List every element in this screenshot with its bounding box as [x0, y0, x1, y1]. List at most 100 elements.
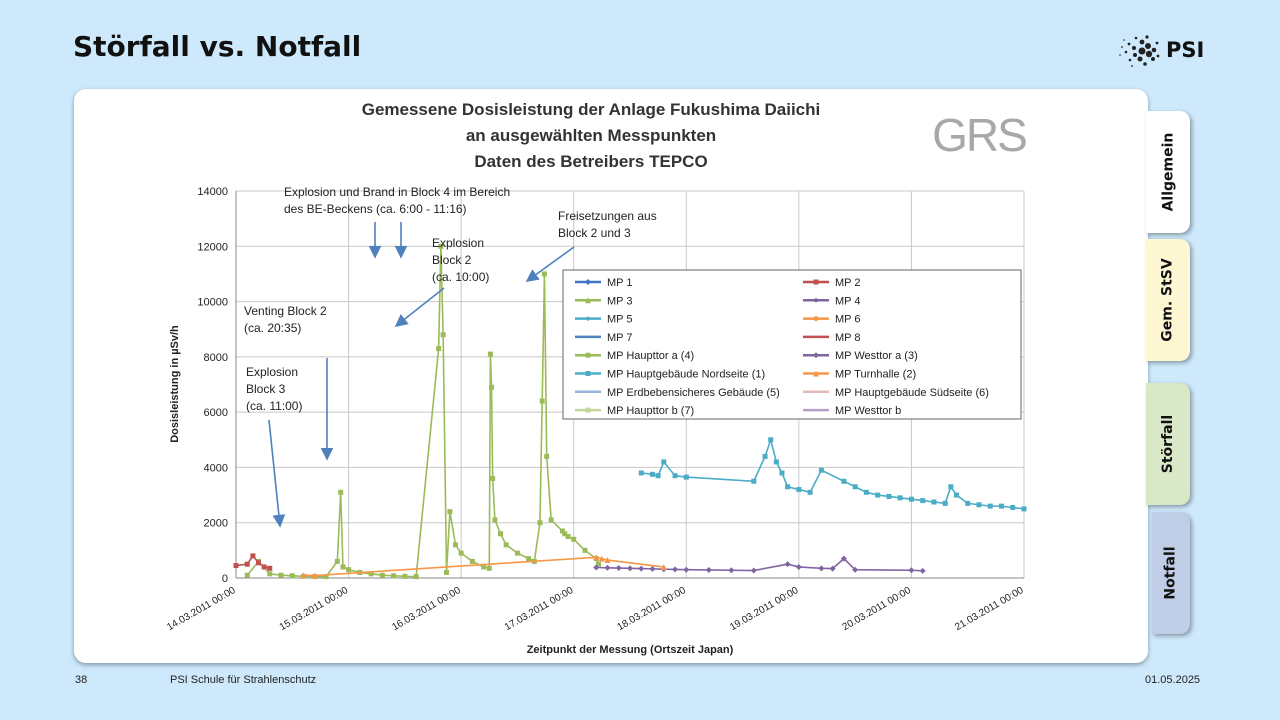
- data-point: [598, 555, 605, 562]
- x-tick-label: 20.03.2011 00:00: [841, 585, 914, 633]
- data-point: [571, 536, 577, 542]
- data-point: [655, 473, 661, 479]
- tab-label: Gem. StSV: [1160, 258, 1176, 342]
- annotation-text: Explosion und Brand in Block 4 im Bereic…: [284, 185, 510, 199]
- data-point: [244, 561, 250, 567]
- slide-title: Störfall vs. Notfall: [73, 30, 362, 63]
- page-number: 38: [75, 674, 88, 686]
- data-point: [487, 351, 493, 357]
- chart-title-line: Gemessene Dosisleistung der Anlage Fukus…: [362, 100, 821, 119]
- legend-label: MP 8: [835, 332, 860, 344]
- footer-text: PSI Schule für Strahlenschutz: [170, 674, 317, 686]
- legend-label: MP Hauptgebäude Südseite (6): [835, 387, 989, 399]
- data-point: [334, 558, 340, 564]
- tab-label: Notfall: [1163, 546, 1180, 600]
- data-point: [919, 567, 926, 574]
- y-tick-label: 0: [222, 573, 228, 585]
- data-point: [751, 478, 757, 484]
- tab-stoerfall[interactable]: Störfall: [1146, 383, 1190, 505]
- data-point: [1010, 505, 1016, 511]
- data-point: [773, 459, 779, 465]
- annotation-text: Block 2: [432, 253, 472, 267]
- data-point: [779, 470, 785, 476]
- chart-card: Gemessene Dosisleistung der Anlage Fukus…: [74, 89, 1148, 663]
- data-point: [920, 498, 926, 504]
- data-point: [627, 565, 633, 572]
- legend-label: MP Haupttor a (4): [607, 350, 694, 362]
- data-point: [931, 499, 937, 505]
- data-point: [875, 492, 881, 498]
- data-point: [750, 567, 757, 574]
- data-point: [649, 565, 656, 572]
- annotation-arrow: [268, 419, 286, 528]
- legend-swatch-marker: [585, 352, 591, 358]
- data-point: [544, 453, 550, 459]
- series-line: [641, 436, 1025, 510]
- data-point: [672, 566, 679, 573]
- legend-swatch-marker: [585, 279, 591, 285]
- data-point: [548, 517, 554, 523]
- data-point: [402, 573, 408, 579]
- data-point: [250, 553, 256, 559]
- x-tick-label: 21.03.2011 00:00: [953, 585, 1026, 633]
- legend-swatch-marker: [813, 316, 819, 322]
- data-point: [976, 502, 982, 508]
- data-point: [593, 564, 600, 571]
- annotation-text: (ca. 11:00): [246, 399, 302, 413]
- data-point: [615, 565, 622, 572]
- data-point: [595, 561, 601, 567]
- legend-label: MP Haupttor b (7): [607, 405, 694, 417]
- data-point: [444, 569, 450, 575]
- data-point: [447, 509, 453, 515]
- tab-allgemein[interactable]: Allgemein: [1146, 111, 1190, 233]
- tab-gem-stsv[interactable]: Gem. StSV: [1146, 239, 1190, 361]
- psi-logo-text: PSI: [1166, 38, 1205, 62]
- legend-label: MP 7: [607, 332, 632, 344]
- data-point: [886, 493, 892, 499]
- y-tick-label: 4000: [204, 462, 228, 474]
- data-point: [908, 567, 915, 574]
- data-point: [942, 500, 948, 506]
- data-point: [440, 332, 446, 338]
- data-point: [998, 503, 1004, 509]
- data-point: [562, 531, 568, 537]
- data-point: [661, 459, 667, 465]
- x-tick-label: 18.03.2011 00:00: [616, 585, 689, 633]
- legend-label: MP 1: [607, 277, 632, 289]
- data-point: [829, 565, 836, 572]
- y-tick-label: 14000: [197, 186, 228, 198]
- legend-label: MP Hauptgebäude Nordseite (1): [607, 369, 765, 381]
- data-point: [261, 564, 267, 570]
- data-point: [582, 547, 588, 553]
- legend-label: MP 5: [607, 314, 632, 326]
- legend-swatch-marker: [813, 279, 819, 285]
- data-point: [453, 542, 459, 548]
- data-point: [852, 566, 859, 573]
- data-point: [244, 572, 250, 578]
- data-point: [852, 484, 858, 490]
- data-point: [503, 542, 509, 548]
- annotation-text: Block 2 und 3: [558, 226, 631, 240]
- legend-swatch-marker: [585, 407, 591, 413]
- data-point: [728, 567, 735, 574]
- data-point: [863, 489, 869, 495]
- data-point: [490, 475, 496, 481]
- data-point: [650, 471, 656, 477]
- data-point: [489, 384, 495, 390]
- x-tick-label: 15.03.2011 00:00: [278, 585, 351, 633]
- data-point: [604, 557, 611, 564]
- data-point: [559, 528, 565, 534]
- annotation-arrow: [394, 287, 445, 327]
- data-point: [539, 398, 545, 404]
- annotation-arrow: [525, 246, 575, 282]
- data-point: [948, 484, 954, 490]
- data-point: [795, 563, 802, 570]
- data-point: [1021, 506, 1027, 512]
- data-point: [796, 487, 802, 493]
- legend-label: MP Westtor b: [835, 405, 901, 417]
- legend-swatch-marker: [814, 298, 818, 303]
- data-point: [436, 346, 442, 352]
- footer-date: 01.05.2025: [1145, 674, 1201, 686]
- tab-notfall[interactable]: Notfall: [1152, 512, 1190, 634]
- data-point: [346, 567, 352, 573]
